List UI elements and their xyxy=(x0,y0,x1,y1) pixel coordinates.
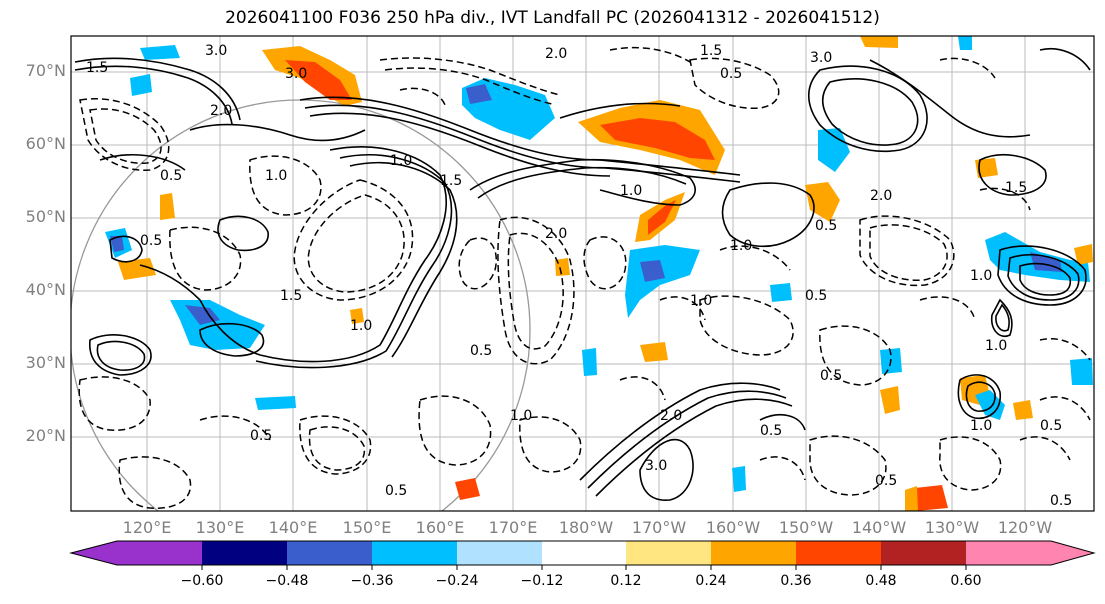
colorbar-swatch xyxy=(626,541,711,565)
contour-label: 0.5 xyxy=(1040,418,1062,434)
lon-label-180w: 180°W xyxy=(558,518,614,537)
contour-label: 1.0 xyxy=(510,408,532,424)
contour-label: 0.5 xyxy=(385,483,407,499)
contour-label: 3.0 xyxy=(810,50,832,66)
contour-label: 0.5 xyxy=(820,368,842,384)
colorbar-swatch xyxy=(711,541,796,565)
colorbar-tick-label: 0.24 xyxy=(695,573,727,589)
lat-label-20n: 20°N xyxy=(25,426,66,445)
divergence-shading xyxy=(105,36,1093,511)
contour-label: 1.0 xyxy=(985,338,1007,354)
colorbar-swatch xyxy=(457,541,542,565)
contour-label: 3.0 xyxy=(205,43,227,59)
colorbar xyxy=(69,540,1096,570)
contour-label: 1.0 xyxy=(265,168,287,184)
lon-label-160e: 160°E xyxy=(415,518,465,537)
contour-label: 0.5 xyxy=(1050,493,1072,509)
contour-label: 1.0 xyxy=(970,268,992,284)
lon-label-140w: 140°W xyxy=(851,518,907,537)
contour-label: 1.0 xyxy=(390,153,412,169)
contour-label: 2.0 xyxy=(660,408,682,424)
colorbar-swatch xyxy=(796,541,881,565)
contour-label: 1.0 xyxy=(730,238,752,254)
dashed-contours xyxy=(78,46,1091,509)
contour-label: 1.0 xyxy=(620,183,642,199)
colorbar-tick-label: −0.48 xyxy=(265,573,309,589)
contour-label: 0.5 xyxy=(805,288,827,304)
contour-label: 2.0 xyxy=(870,188,892,204)
lon-label-150e: 150°E xyxy=(342,518,392,537)
contour-label: 1.5 xyxy=(86,60,108,76)
colorbar-tick-label: 0.12 xyxy=(610,573,642,589)
map-title: 2026041100 F036 250 hPa div., IVT Landfa… xyxy=(225,8,880,28)
contour-label: 2.0 xyxy=(210,103,232,119)
contour-label: 1.5 xyxy=(1005,180,1027,196)
colorbar-swatch xyxy=(202,541,287,565)
colorbar-swatch xyxy=(117,541,202,565)
colorbar-swatch xyxy=(287,541,372,565)
contour-label: 0.5 xyxy=(875,473,897,489)
contour-label: 3.0 xyxy=(285,66,307,82)
lon-label-170w: 170°W xyxy=(631,518,687,537)
lon-label-170e: 170°E xyxy=(488,518,538,537)
colorbar-tick-label: −0.60 xyxy=(180,573,224,589)
colorbar-swatch xyxy=(966,541,1051,565)
contour-label: 1.5 xyxy=(440,173,462,189)
colorbar-tick-label: 0.60 xyxy=(950,573,982,589)
lat-label-70n: 70°N xyxy=(25,61,66,80)
graticule xyxy=(71,36,1094,511)
contour-label: 1.0 xyxy=(970,418,992,434)
map-frame xyxy=(70,35,1095,512)
lon-label-160w: 160°W xyxy=(705,518,761,537)
lat-label-40n: 40°N xyxy=(25,280,66,299)
colorbar-swatch xyxy=(372,541,457,565)
colorbar-tick-label: 0.36 xyxy=(780,573,812,589)
contour-label: 0.5 xyxy=(760,423,782,439)
lon-label-120e: 120°E xyxy=(122,518,172,537)
colorbar-tick-label: 0.48 xyxy=(865,573,897,589)
lon-label-150w: 150°W xyxy=(778,518,834,537)
contour-label: 3.0 xyxy=(645,458,667,474)
colorbar-extend-low xyxy=(71,541,117,565)
solid-contours xyxy=(74,48,1091,501)
colorbar-tick-label: −0.12 xyxy=(520,573,564,589)
lat-label-30n: 30°N xyxy=(25,353,66,372)
contour-label: 0.5 xyxy=(470,343,492,359)
colorbar-tick-label: −0.36 xyxy=(350,573,394,589)
contour-label: 0.5 xyxy=(815,218,837,234)
lon-label-130e: 130°E xyxy=(195,518,245,537)
lon-label-130w: 130°W xyxy=(924,518,980,537)
contour-label: 2.0 xyxy=(545,46,567,62)
colorbar-extend-high xyxy=(1051,541,1094,565)
contour-label: 1.5 xyxy=(700,43,722,59)
contour-label: 0.5 xyxy=(720,66,742,82)
contour-label: 1.0 xyxy=(690,293,712,309)
contour-label: 0.5 xyxy=(160,168,182,184)
lat-label-60n: 60°N xyxy=(25,134,66,153)
lon-label-140e: 140°E xyxy=(268,518,318,537)
contour-label: 0.5 xyxy=(250,428,272,444)
contour-label: 0.5 xyxy=(140,233,162,249)
colorbar-swatch xyxy=(542,541,626,565)
colorbar-swatch xyxy=(881,541,966,565)
contour-label: 1.0 xyxy=(350,318,372,334)
contour-label: 1.5 xyxy=(280,288,302,304)
lon-label-120w: 120°W xyxy=(997,518,1053,537)
contour-labels: 3.0 1.5 2.0 1.0 0.5 3.0 2.0 1.5 0.5 1.0 … xyxy=(86,43,1072,509)
colorbar-outline xyxy=(69,540,1096,566)
contour-label: 2.0 xyxy=(545,226,567,242)
lat-label-50n: 50°N xyxy=(25,207,66,226)
colorbar-tick-label: −0.24 xyxy=(435,573,479,589)
